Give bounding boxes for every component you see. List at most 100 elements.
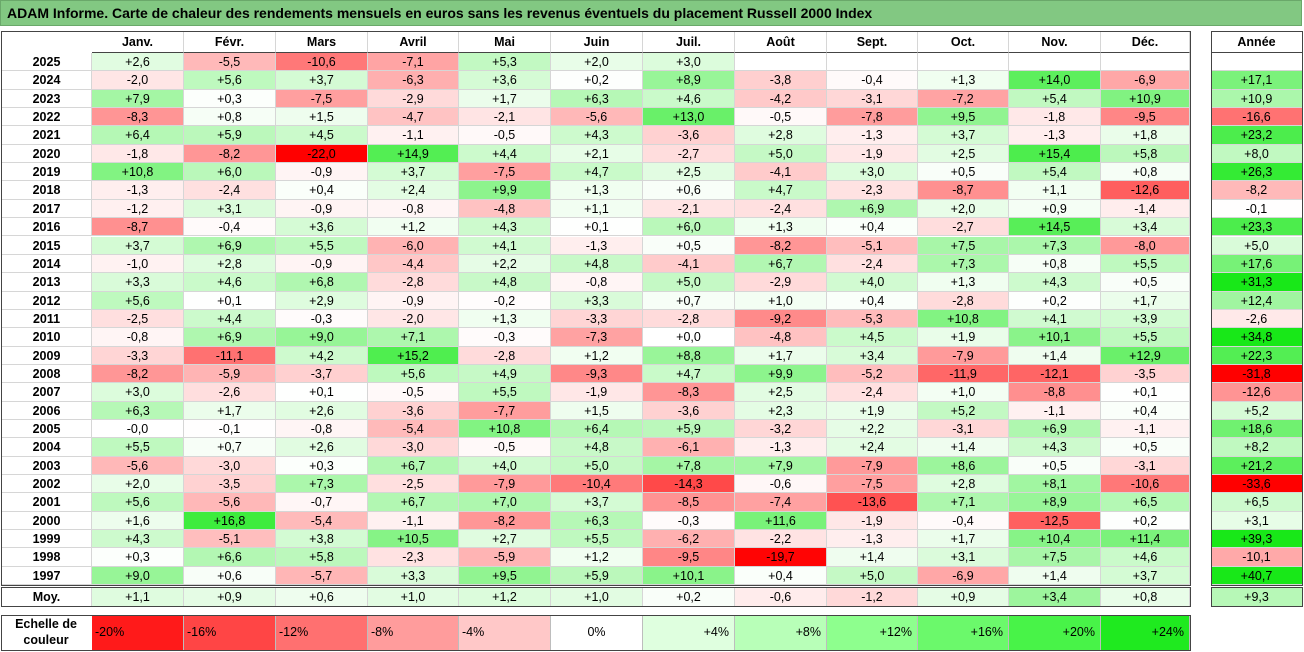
heatmap-cell: +0,3 — [276, 456, 368, 476]
heatmap-cell: +6,5 — [1101, 493, 1190, 512]
heatmap-cell: -4,8 — [735, 328, 827, 347]
heatmap-cell: +6,4 — [551, 420, 643, 439]
heatmap-cell: -5,3 — [827, 309, 918, 329]
heatmap-cell: +6,0 — [184, 163, 276, 182]
heatmap-cell: -5,5 — [184, 53, 276, 72]
heatmap-cell: +2,8 — [735, 126, 827, 145]
color-scale-label-line2: couleur — [23, 633, 69, 647]
color-scale-swatch: -4% — [459, 616, 551, 650]
heatmap-cell: -5,1 — [184, 530, 276, 549]
heatmap-cell: -5,7 — [276, 566, 368, 586]
heatmap-cell: -3,3 — [92, 346, 184, 365]
month-header: Mai — [459, 31, 551, 53]
chart-title: ADAM Informe. Carte de chaleur des rende… — [7, 5, 873, 21]
heatmap-cell: +3,9 — [1101, 309, 1190, 329]
heatmap-cell: -19,7 — [735, 548, 827, 567]
annual-cell: +6,5 — [1211, 493, 1303, 512]
heatmap-cell: +6,7 — [368, 456, 459, 476]
heatmap-cell: +4,8 — [551, 438, 643, 457]
heatmap-cell: -13,6 — [827, 493, 918, 512]
heatmap-cell: +5,5 — [1101, 254, 1190, 274]
heatmap-cell: +2,6 — [92, 53, 184, 72]
heatmap-cell: +2,1 — [551, 144, 643, 164]
heatmap-cell: -8,2 — [459, 511, 551, 531]
heatmap-cell: +1,9 — [918, 328, 1009, 347]
heatmap-cell: +5,4 — [1009, 89, 1101, 109]
heatmap-cell: +6,9 — [184, 328, 276, 347]
heatmap-cell: -2,9 — [735, 273, 827, 292]
heatmap-cell: +0,4 — [827, 291, 918, 310]
heatmap-cell: +6,8 — [276, 273, 368, 292]
month-header: Oct. — [918, 31, 1009, 53]
heatmap-cell: +3,7 — [276, 71, 368, 90]
heatmap-cell: +6,3 — [551, 89, 643, 109]
color-scale-swatch: +8% — [735, 616, 827, 650]
heatmap-cell: +4,9 — [459, 364, 551, 384]
year-label: 2004 — [2, 438, 92, 457]
heatmap-cell: +4,3 — [459, 218, 551, 237]
heatmap-cell: +10,8 — [918, 309, 1009, 329]
heatmap-cell: -3,0 — [184, 456, 276, 476]
year-label: 2010 — [2, 328, 92, 347]
heatmap-cell: -1,0 — [92, 254, 184, 274]
annual-cell: +40,7 — [1211, 566, 1303, 586]
heatmap-cell: +3,3 — [551, 291, 643, 310]
heatmap-cell: +0,6 — [184, 566, 276, 586]
heatmap-cell: +5,9 — [184, 126, 276, 145]
heatmap-cell: +4,3 — [1009, 273, 1101, 292]
heatmap-cell: +0,1 — [551, 218, 643, 237]
heatmap-cell: +2,8 — [184, 254, 276, 274]
heatmap-cell: +5,6 — [368, 364, 459, 384]
heatmap-cell: +5,0 — [735, 144, 827, 164]
heatmap-cell: +9,0 — [276, 328, 368, 347]
heatmap-cell: -2,7 — [643, 144, 735, 164]
heatmap-cell: -0,8 — [276, 420, 368, 439]
annual-cell: -12,6 — [1211, 383, 1303, 402]
heatmap-cell: +5,6 — [92, 493, 184, 512]
heatmap-cell: -0,4 — [918, 511, 1009, 531]
heatmap-cell: +1,3 — [918, 71, 1009, 90]
heatmap-cell: +2,5 — [735, 383, 827, 402]
heatmap-cell: +6,9 — [1009, 420, 1101, 439]
heatmap-cell: -7,5 — [827, 475, 918, 494]
heatmap-cell: +8,6 — [918, 456, 1009, 476]
annual-cell: +3,1 — [1211, 511, 1303, 531]
heatmap-cell: +3,7 — [368, 163, 459, 182]
heatmap-cell: -1,3 — [551, 236, 643, 255]
heatmap-cell: +3,4 — [827, 346, 918, 365]
annual-cell: +5,0 — [1211, 236, 1303, 255]
heatmap-cell: -6,9 — [1101, 71, 1190, 90]
heatmap-cell: -3,6 — [643, 401, 735, 420]
heatmap-cell: -7,9 — [918, 346, 1009, 365]
heatmap-cell: +2,4 — [827, 438, 918, 457]
heatmap-cell: -5,9 — [459, 548, 551, 567]
heatmap-cell: -1,9 — [827, 144, 918, 164]
heatmap-cell: +1,2 — [551, 548, 643, 567]
heatmap-cell: -2,6 — [184, 383, 276, 402]
color-scale-swatch: -16% — [184, 616, 276, 650]
annual-cell: -31,8 — [1211, 364, 1303, 384]
heatmap-cell: +4,6 — [184, 273, 276, 292]
year-label: 2025 — [2, 53, 92, 72]
heatmap-cell: -8,7 — [918, 181, 1009, 200]
heatmap-cell: -2,2 — [735, 530, 827, 549]
heatmap-cell: -11,9 — [918, 364, 1009, 384]
heatmap-cell: -0,9 — [276, 199, 368, 219]
heatmap-cell: -8,5 — [643, 493, 735, 512]
heatmap-cell: +10,9 — [1101, 89, 1190, 109]
heatmap-cell: +2,9 — [276, 291, 368, 310]
year-label: 2003 — [2, 456, 92, 476]
heatmap-cell: +4,8 — [551, 254, 643, 274]
color-scale-swatch: -12% — [276, 616, 368, 650]
annual-cell: -2,6 — [1211, 309, 1303, 329]
year-label: 2007 — [2, 383, 92, 402]
heatmap-cell: -5,1 — [827, 236, 918, 255]
year-label: 1998 — [2, 548, 92, 567]
average-cell: +0,9 — [918, 587, 1009, 608]
year-label: 2014 — [2, 254, 92, 274]
heatmap-cell: +1,4 — [918, 438, 1009, 457]
year-label: 2018 — [2, 181, 92, 200]
color-scale-swatch: -20% — [92, 616, 184, 650]
heatmap-cell: +2,3 — [735, 401, 827, 420]
